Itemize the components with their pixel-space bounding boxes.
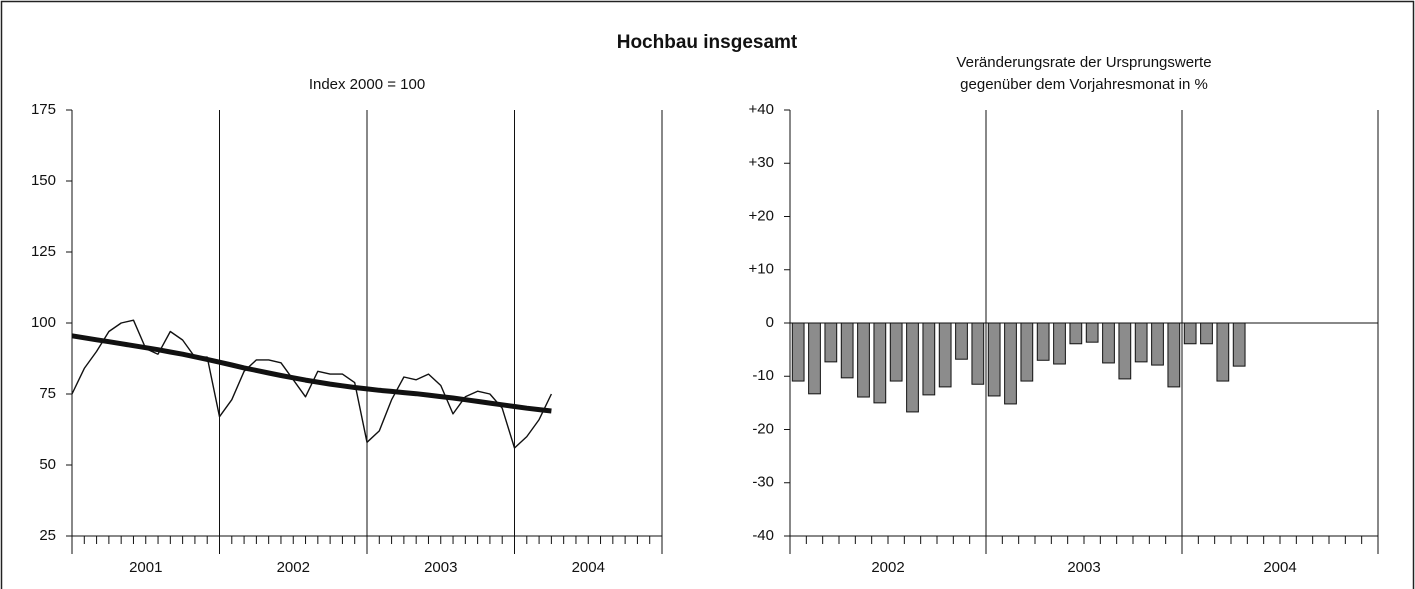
bar bbox=[1232, 322, 1246, 367]
y-tick-label: 50 bbox=[39, 456, 56, 473]
bar bbox=[1183, 322, 1197, 345]
y-tick-label: 100 bbox=[31, 314, 56, 331]
y-tick-label: 0 bbox=[766, 314, 774, 331]
x-tick-label: 2004 bbox=[572, 559, 605, 576]
y-tick-label: 75 bbox=[39, 385, 56, 402]
y-tick-label: -20 bbox=[752, 420, 774, 437]
bar bbox=[1102, 322, 1115, 364]
bar bbox=[906, 322, 919, 413]
bar bbox=[955, 322, 968, 360]
bar bbox=[1167, 322, 1181, 388]
bar bbox=[922, 322, 936, 396]
bar bbox=[1004, 322, 1017, 405]
x-tick-label: 2004 bbox=[1263, 559, 1296, 576]
bar bbox=[840, 322, 854, 379]
y-tick-label: +10 bbox=[749, 261, 774, 278]
bar bbox=[1118, 322, 1132, 380]
y-tick-label: -30 bbox=[752, 474, 774, 491]
bar bbox=[1020, 322, 1034, 382]
y-tick-label: -10 bbox=[752, 367, 774, 384]
bar bbox=[1036, 322, 1050, 361]
index-line bbox=[71, 319, 553, 449]
bar bbox=[1216, 322, 1230, 382]
chart-title: Veränderungsrate der Ursprungswerte bbox=[956, 54, 1211, 71]
x-tick-label: 2003 bbox=[424, 559, 457, 576]
bar bbox=[1200, 322, 1213, 345]
y-tick-label: -40 bbox=[752, 527, 774, 544]
x-tick-label: 2001 bbox=[129, 559, 162, 576]
x-tick-label: 2002 bbox=[871, 559, 904, 576]
bar bbox=[971, 322, 985, 385]
chart-title: gegenüber dem Vorjahresmonat in % bbox=[960, 76, 1208, 93]
bar bbox=[889, 322, 903, 382]
bar bbox=[1134, 322, 1148, 363]
bar bbox=[857, 322, 870, 398]
y-tick-label: +20 bbox=[749, 207, 774, 224]
bar bbox=[1151, 322, 1164, 366]
y-tick-label: 25 bbox=[39, 527, 56, 544]
y-tick-label: +30 bbox=[749, 154, 774, 171]
y-tick-label: 150 bbox=[31, 172, 56, 189]
bar bbox=[824, 322, 838, 363]
y-tick-label: 175 bbox=[31, 101, 56, 118]
bar bbox=[873, 322, 887, 404]
bar bbox=[1085, 322, 1099, 343]
bar bbox=[1053, 322, 1066, 365]
trend-line bbox=[71, 333, 552, 414]
bar bbox=[808, 322, 821, 395]
x-tick-label: 2003 bbox=[1067, 559, 1100, 576]
chart-title: Index 2000 = 100 bbox=[309, 76, 425, 93]
bar bbox=[987, 322, 1001, 397]
bar bbox=[791, 322, 805, 382]
x-tick-label: 2002 bbox=[277, 559, 310, 576]
bar bbox=[1069, 322, 1083, 345]
y-tick-label: +40 bbox=[749, 101, 774, 118]
y-tick-label: 125 bbox=[31, 243, 56, 260]
bar bbox=[938, 322, 952, 388]
page-title: Hochbau insgesamt bbox=[617, 32, 798, 53]
